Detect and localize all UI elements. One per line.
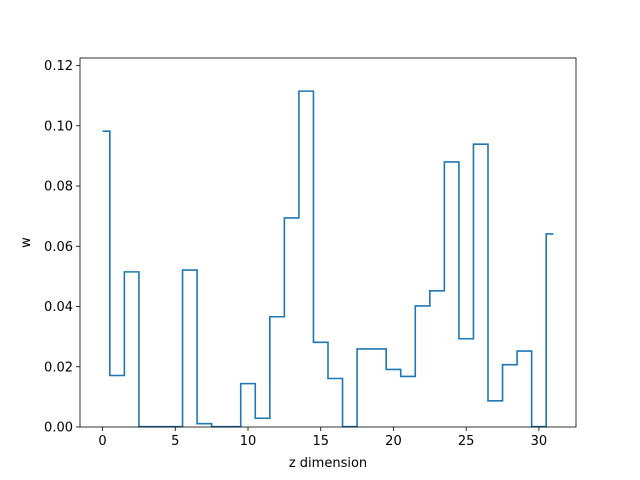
y-axis-label: w <box>19 237 34 248</box>
x-tick-label: 10 <box>240 434 257 449</box>
x-axis-ticks: 0 5 10 15 20 25 30 <box>98 427 547 449</box>
y-tick-label: 0.10 <box>44 119 73 134</box>
plot-area <box>102 90 554 428</box>
y-tick-label: 0.00 <box>44 421 73 436</box>
y-tick-label: 0.06 <box>44 240 73 255</box>
y-tick-label: 0.12 <box>44 59 73 74</box>
x-tick-label: 5 <box>171 434 179 449</box>
y-tick-label: 0.04 <box>44 300 73 315</box>
x-tick-label: 25 <box>458 434 475 449</box>
x-tick-label: 20 <box>385 434 402 449</box>
x-tick-label: 0 <box>98 434 106 449</box>
y-tick-label: 0.02 <box>44 360 73 375</box>
y-axis-ticks: 0.00 0.02 0.04 0.06 0.08 0.10 0.12 <box>44 59 80 436</box>
series-line <box>102 90 554 428</box>
x-axis-label: z dimension <box>289 456 367 471</box>
axes-frame <box>79 57 577 428</box>
x-tick-label: 15 <box>312 434 329 449</box>
x-tick-label: 30 <box>531 434 548 449</box>
y-tick-label: 0.08 <box>44 180 73 195</box>
